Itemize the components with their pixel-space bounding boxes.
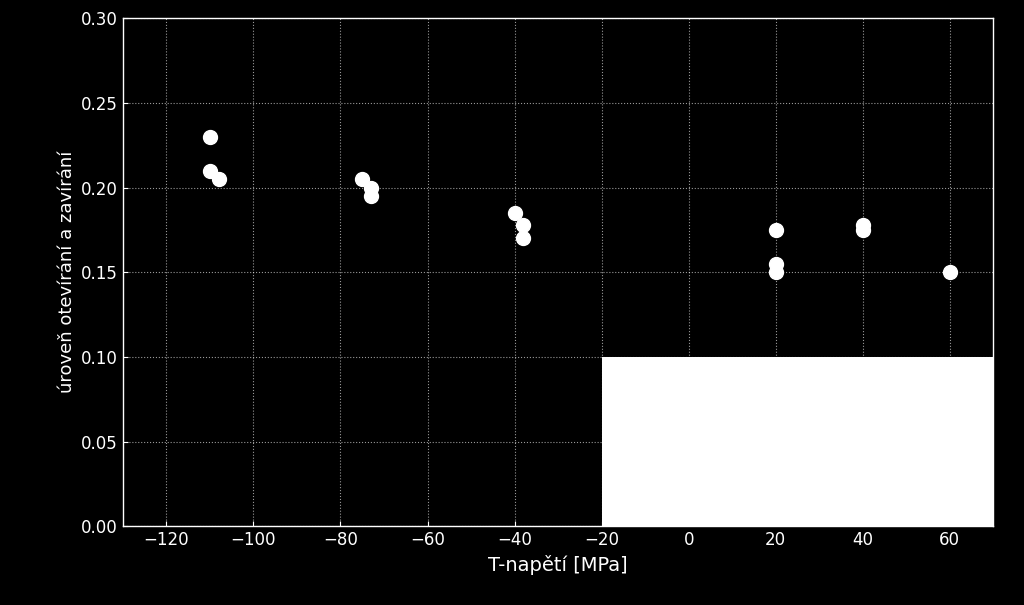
Point	[942, 267, 958, 277]
Point	[202, 132, 218, 142]
X-axis label: T-napětí [MPa]: T-napětí [MPa]	[488, 555, 628, 575]
Point	[210, 174, 226, 184]
Point	[202, 166, 218, 175]
Point	[362, 183, 379, 192]
Point	[362, 191, 379, 201]
Point	[854, 220, 870, 230]
Y-axis label: úroveň otevírání a zavírání: úroveň otevírání a zavírání	[57, 151, 76, 393]
Point	[854, 225, 870, 235]
Bar	[602, 357, 993, 526]
Point	[515, 220, 531, 230]
Point	[506, 208, 522, 218]
Point	[768, 225, 784, 235]
Point	[354, 174, 371, 184]
Point	[768, 267, 784, 277]
Point	[768, 259, 784, 269]
Point	[515, 234, 531, 243]
